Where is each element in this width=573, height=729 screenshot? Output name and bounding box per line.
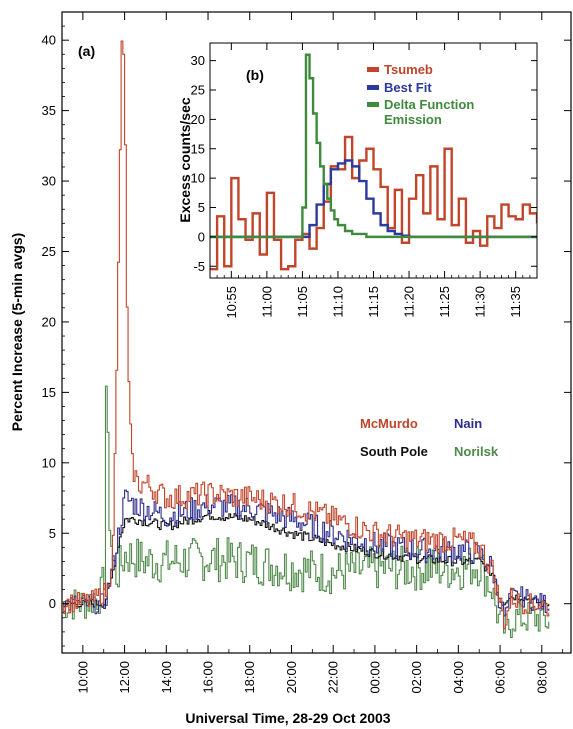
main-y-tick-label: 0	[49, 596, 56, 611]
main-x-tick-label: 08:00	[534, 661, 549, 694]
inset-series-line-delta-function-emission	[210, 53, 537, 239]
main-x-tick-label: 12:00	[117, 661, 132, 694]
main-y-axis-title: Percent Increase (5-min avgs)	[9, 233, 25, 431]
inset-x-tick-label: 11:05	[295, 286, 310, 318]
legend-best-fit: Best Fit	[384, 80, 432, 95]
legend-tsumeb: Tsumeb	[384, 62, 433, 77]
inset-y-tick-label: 15	[191, 141, 205, 156]
main-x-tick-label: 02:00	[409, 661, 424, 694]
inset-y-tick-label: 5	[198, 200, 205, 215]
main-y-tick-label: 5	[49, 526, 56, 541]
main-y-tick-label: 25	[42, 244, 56, 259]
main-x-tick-label: 22:00	[326, 661, 341, 694]
main-x-tick-label: 20:00	[284, 661, 299, 694]
inset-series-line-tsumeb	[210, 135, 537, 271]
legend-south-pole: South Pole	[360, 444, 428, 459]
main-y-tick-label: 20	[42, 314, 56, 329]
main-series-group	[62, 40, 550, 638]
main-x-tick-label: 14:00	[159, 661, 174, 694]
inset-y-axis-title: Excess counts/sec	[177, 97, 193, 223]
main-legend: McMurdo Nain South Pole Norilsk	[360, 416, 499, 459]
inset-y-tick-label: 20	[191, 112, 205, 127]
legend-swatch-delta	[367, 102, 379, 107]
inset-x-tick-label: 11:20	[402, 286, 417, 318]
inset-y-tick-label: 25	[191, 83, 205, 98]
main-x-tick-label: 16:00	[201, 661, 216, 694]
main-x-ticks: 10:00 12:00 14:00 16:00 18:00 20:00 22:00 00:00…	[61, 12, 564, 694]
main-x-tick-label: 04:00	[451, 661, 466, 694]
inset-x-tick-label: 10:55	[224, 286, 239, 319]
inset-legend: Tsumeb Best Fit Delta Function Emission	[367, 62, 474, 127]
legend-delta-line2: Emission	[384, 112, 442, 127]
series-line-mcmurdo	[62, 40, 550, 630]
inset-x-tick-label: 11:15	[366, 286, 381, 318]
legend-delta-line1: Delta Function	[384, 97, 474, 112]
main-y-tick-label: 15	[42, 385, 56, 400]
main-y-tick-label: 10	[42, 455, 56, 470]
main-x-tick-label: 18:00	[242, 661, 257, 694]
inset-x-ticks: 10:55 11:00 11:05 11:10 11:15 11:20 11:25 11:30…	[209, 43, 538, 319]
main-panel: 0 5 10 15 20 25 30 35 40 10:00 12:00 14:00 16:00 18:…	[9, 11, 572, 726]
inset-y-tick-label: 10	[191, 171, 205, 186]
main-x-tick-label: 10:00	[75, 661, 90, 694]
main-x-tick-label: 06:00	[493, 661, 508, 694]
main-y-tick-label: 30	[42, 174, 56, 189]
inset-x-tick-label: 11:35	[508, 286, 523, 318]
inset-y-tick-label: -5	[193, 259, 205, 274]
inset-x-tick-label: 11:30	[473, 286, 488, 318]
legend-swatch-tsumeb	[367, 67, 379, 72]
main-y-tick-label: 35	[42, 103, 56, 118]
legend-mcmurdo: McMurdo	[360, 416, 418, 431]
inset-x-tick-label: 11:10	[330, 286, 345, 318]
inset-y-tick-label: 0	[198, 229, 205, 244]
main-x-tick-label: 00:00	[367, 661, 382, 694]
inset-series-clip	[210, 53, 537, 271]
main-plot-frame	[61, 11, 572, 654]
inset-panel: -5 0 5 10 15 20 25 30 10:55 11:00 11:05 11:10 11:15…	[177, 42, 538, 319]
legend-swatch-best-fit	[367, 85, 379, 90]
inset-x-tick-label: 11:00	[259, 286, 274, 318]
inset-series-group	[210, 53, 537, 271]
legend-norilsk: Norilsk	[454, 444, 499, 459]
panel-label-a: (a)	[78, 43, 95, 59]
main-y-tick-label: 40	[42, 33, 56, 48]
inset-y-ticks: -5 0 5 10 15 20 25 30	[191, 53, 537, 274]
inset-y-tick-label: 30	[191, 53, 205, 68]
inset-x-tick-label: 11:25	[437, 286, 452, 318]
main-x-axis-title: Universal Time, 28-29 Oct 2003	[185, 710, 390, 726]
inset-series-line-best-fit	[210, 159, 537, 239]
series-line-norilsk	[62, 385, 550, 638]
panel-label-b: (b)	[246, 67, 264, 83]
main-y-ticks: 0 5 10 15 20 25 30 35 40	[42, 25, 571, 647]
legend-nain: Nain	[454, 416, 482, 431]
